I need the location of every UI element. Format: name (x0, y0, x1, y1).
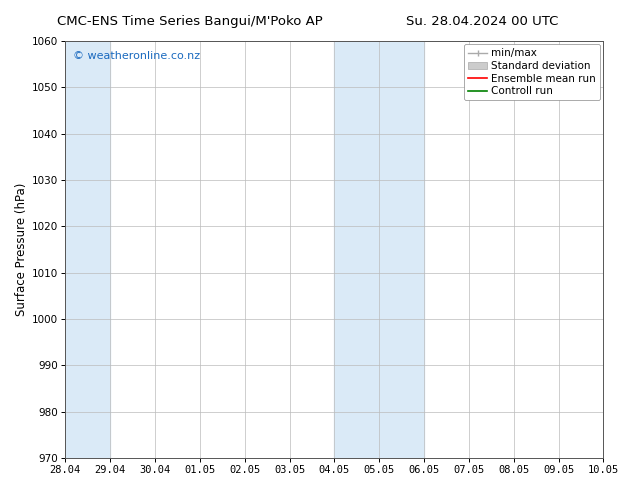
Legend: min/max, Standard deviation, Ensemble mean run, Controll run: min/max, Standard deviation, Ensemble me… (464, 44, 600, 100)
Bar (65, 41, 110, 458)
Text: © weatheronline.co.nz: © weatheronline.co.nz (74, 51, 200, 61)
Bar (334, 41, 379, 458)
Y-axis label: Surface Pressure (hPa): Surface Pressure (hPa) (15, 183, 28, 316)
Bar (379, 41, 424, 458)
Text: Su. 28.04.2024 00 UTC: Su. 28.04.2024 00 UTC (406, 15, 558, 28)
Text: CMC-ENS Time Series Bangui/M'Poko AP: CMC-ENS Time Series Bangui/M'Poko AP (57, 15, 323, 28)
